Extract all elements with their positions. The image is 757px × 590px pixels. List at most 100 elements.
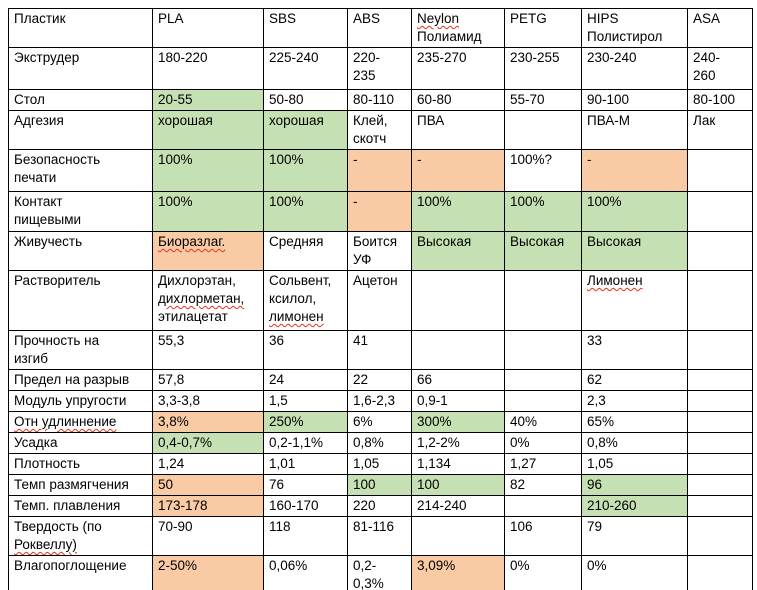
column-header-cell: PETG [504,8,582,48]
value-cell [687,495,753,517]
value-cell: - [411,149,505,192]
text-segment: Сольвент, ксилол, [269,273,336,306]
value-cell: Высокая [504,231,582,271]
value-cell: 70-90 [152,516,264,556]
value-cell: Клей, скотч [347,110,412,150]
text-segment: Полиамид [417,29,482,44]
value-cell: 62 [581,369,688,391]
value-cell: 235-270 [411,47,505,90]
value-cell: 100% [152,149,264,192]
value-cell: ПВА-М [581,110,688,150]
value-cell: - [347,191,412,232]
value-cell: 100% [152,191,264,232]
table-row: Безопасность печати 100% 100% - -100%? - [8,149,753,192]
row-label-cell: Плотность [8,453,153,475]
value-cell: 0% [504,432,582,454]
value-cell: 96 [581,474,688,496]
value-cell [411,270,505,331]
column-header-cell: ABS [347,8,412,48]
text-segment: этилацетат [158,291,249,324]
value-cell: 1,6-2,3 [347,390,412,412]
value-cell: Дихлорэтан, дихлорметан, этилацетат [152,270,264,331]
value-cell: Боится УФ [347,231,412,271]
value-cell [411,330,505,370]
plastics-comparison-table: Пластик PLA SBS ABS Neylon Полиамид PETG HIPS … [8,8,753,590]
value-cell: 1,27 [504,453,582,475]
value-cell [504,110,582,150]
row-label-cell: Адгезия [8,110,153,150]
row-label-cell: Усадка [8,432,153,454]
value-cell: 220- 235 [347,47,412,90]
value-cell: 0,9-1 [411,390,505,412]
table-row: Предел на разрыв 57,8 24 22 66 62 [8,369,753,391]
value-cell: 1,05 [347,453,412,475]
table-row: Отн удлиннение 3,8% 250% 6% 300% 40% 65% [8,411,753,433]
value-cell: 50 [152,474,264,496]
row-label-cell: Темп. плавления [8,495,153,517]
row-label-cell: Контакт пищевыми [8,191,153,232]
misspelled-word: Биоразлаг. [158,234,226,249]
value-cell [504,369,582,391]
column-header-cell: ASA [687,8,753,48]
value-cell: 240- 260 [687,47,753,90]
value-cell: 225-240 [263,47,348,90]
value-cell [687,330,753,370]
value-cell: 57,8 [152,369,264,391]
table-row: Твердость (по Роквеллу) 70-90 118 81-116 106… [8,516,753,556]
misspelled-word: Neylon [417,11,460,26]
column-header-plastic: Пластик [8,8,153,48]
row-label-cell: Твердость (по Роквеллу) [8,516,153,556]
value-cell: Биоразлаг. [152,231,264,271]
value-cell: 79 [581,516,688,556]
value-cell: Средняя [263,231,348,271]
value-cell: 1,05 [581,453,688,475]
row-label-cell: Прочность на изгиб [8,330,153,370]
value-cell [687,453,753,475]
value-cell [687,390,753,412]
value-cell: 80-100 [687,89,753,111]
value-cell: 76 [263,474,348,496]
value-cell: 0,8% [347,432,412,454]
value-cell: 24 [263,369,348,391]
misspelled-word: Лимонен [587,273,643,288]
row-label-cell: Стол [8,89,153,111]
value-cell: 1,01 [263,453,348,475]
value-cell: 90-100 [581,89,688,111]
row-label-cell: Предел на разрыв [8,369,153,391]
value-cell: 82 [504,474,582,496]
value-cell: Высокая [581,231,688,271]
value-cell: 100% [504,191,582,232]
value-cell [687,369,753,391]
table-row: Усадка 0,4-0,7% 0,2-1,1% 0,8% 1,2-2% 0% 0,8% [8,432,753,454]
value-cell: 0,4-0,7% [152,432,264,454]
value-cell: 2-50% [152,555,264,590]
table-row: Темп размягчения 50 76 100 100 82 96 [8,474,753,496]
value-cell: 60-80 [411,89,505,111]
value-cell: 81-116 [347,516,412,556]
column-header-cell: PLA [152,8,264,48]
value-cell: 160-170 [263,495,348,517]
value-cell: 6% [347,411,412,433]
row-label-cell: Темп размягчения [8,474,153,496]
column-header-cell: Neylon Полиамид [411,8,505,48]
table-row: Плотность 1,24 1,01 1,05 1,134 1,27 1,05 [8,453,753,475]
value-cell: 0,2-1,1% [263,432,348,454]
value-cell: 33 [581,330,688,370]
value-cell: 100 [347,474,412,496]
value-cell: 100 [411,474,505,496]
value-cell: 22 [347,369,412,391]
misspelled-word: лимонен [269,309,324,324]
value-cell: 210-260 [581,495,688,517]
value-cell: 180-220 [152,47,264,90]
value-cell [687,411,753,433]
value-cell: 100% [411,191,505,232]
value-cell: 106 [504,516,582,556]
table-body: Экструдер 180-220 225-240 220- 235 235-270 23… [8,47,753,590]
value-cell: Ацетон [347,270,412,331]
value-cell: 250% [263,411,348,433]
table-header: Пластик PLA SBS ABS Neylon Полиамид PETG HIPS … [8,8,753,48]
value-cell: 230-255 [504,47,582,90]
value-cell: 65% [581,411,688,433]
misspelled-word: Роквеллу) [14,537,77,552]
row-label-cell: Отн удлиннение [8,411,153,433]
